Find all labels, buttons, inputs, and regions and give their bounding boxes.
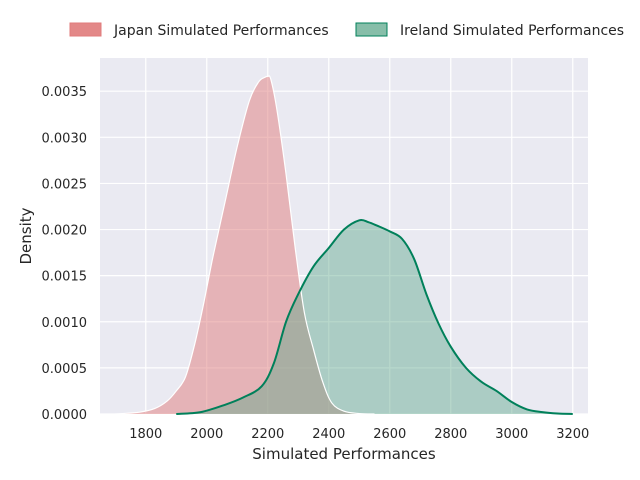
y-tick-label: 0.0020 (42, 224, 88, 239)
y-tick-label: 0.0010 (42, 316, 88, 331)
y-tick-label: 0.0025 (42, 177, 88, 192)
x-tick-label: 3000 (495, 427, 528, 442)
x-axis-label: Simulated Performances (252, 445, 436, 463)
series-line-ireland (176, 218, 573, 415)
y-tick-label: 0.0035 (42, 85, 88, 100)
series-line-japan (115, 75, 375, 415)
x-tick-label: 2800 (434, 427, 467, 442)
x-axis-ticks: 1800 2000 2200 2400 2600 2800 3000 3200 (129, 427, 589, 442)
legend-swatch-ireland (355, 22, 388, 37)
y-tick-label: 0.0005 (42, 362, 88, 377)
x-tick-label: 2600 (373, 427, 406, 442)
legend-label-ireland: Ireland Simulated Performances (400, 23, 624, 39)
series-layer (115, 75, 573, 415)
series-area-ireland (176, 219, 573, 414)
x-tick-label: 2200 (251, 427, 284, 442)
x-tick-label: 1800 (129, 427, 162, 442)
y-tick-label: 0.0015 (42, 270, 88, 285)
x-tick-label: 2400 (312, 427, 345, 442)
legend-swatch-japan (69, 22, 102, 37)
x-tick-label: 2000 (190, 427, 223, 442)
y-axis-label: Density (17, 207, 35, 264)
x-tick-label: 3200 (556, 427, 589, 442)
legend: Japan Simulated Performances Ireland Simu… (69, 22, 624, 39)
series-area-japan (115, 75, 375, 414)
y-axis-ticks: 0.0000 0.0005 0.0010 0.0015 0.0020 0.0025 0.00… (42, 85, 88, 423)
y-tick-label: 0.0000 (42, 408, 88, 423)
legend-label-japan: Japan Simulated Performances (113, 23, 329, 39)
plot-background (100, 58, 588, 414)
y-tick-label: 0.0030 (42, 131, 88, 146)
